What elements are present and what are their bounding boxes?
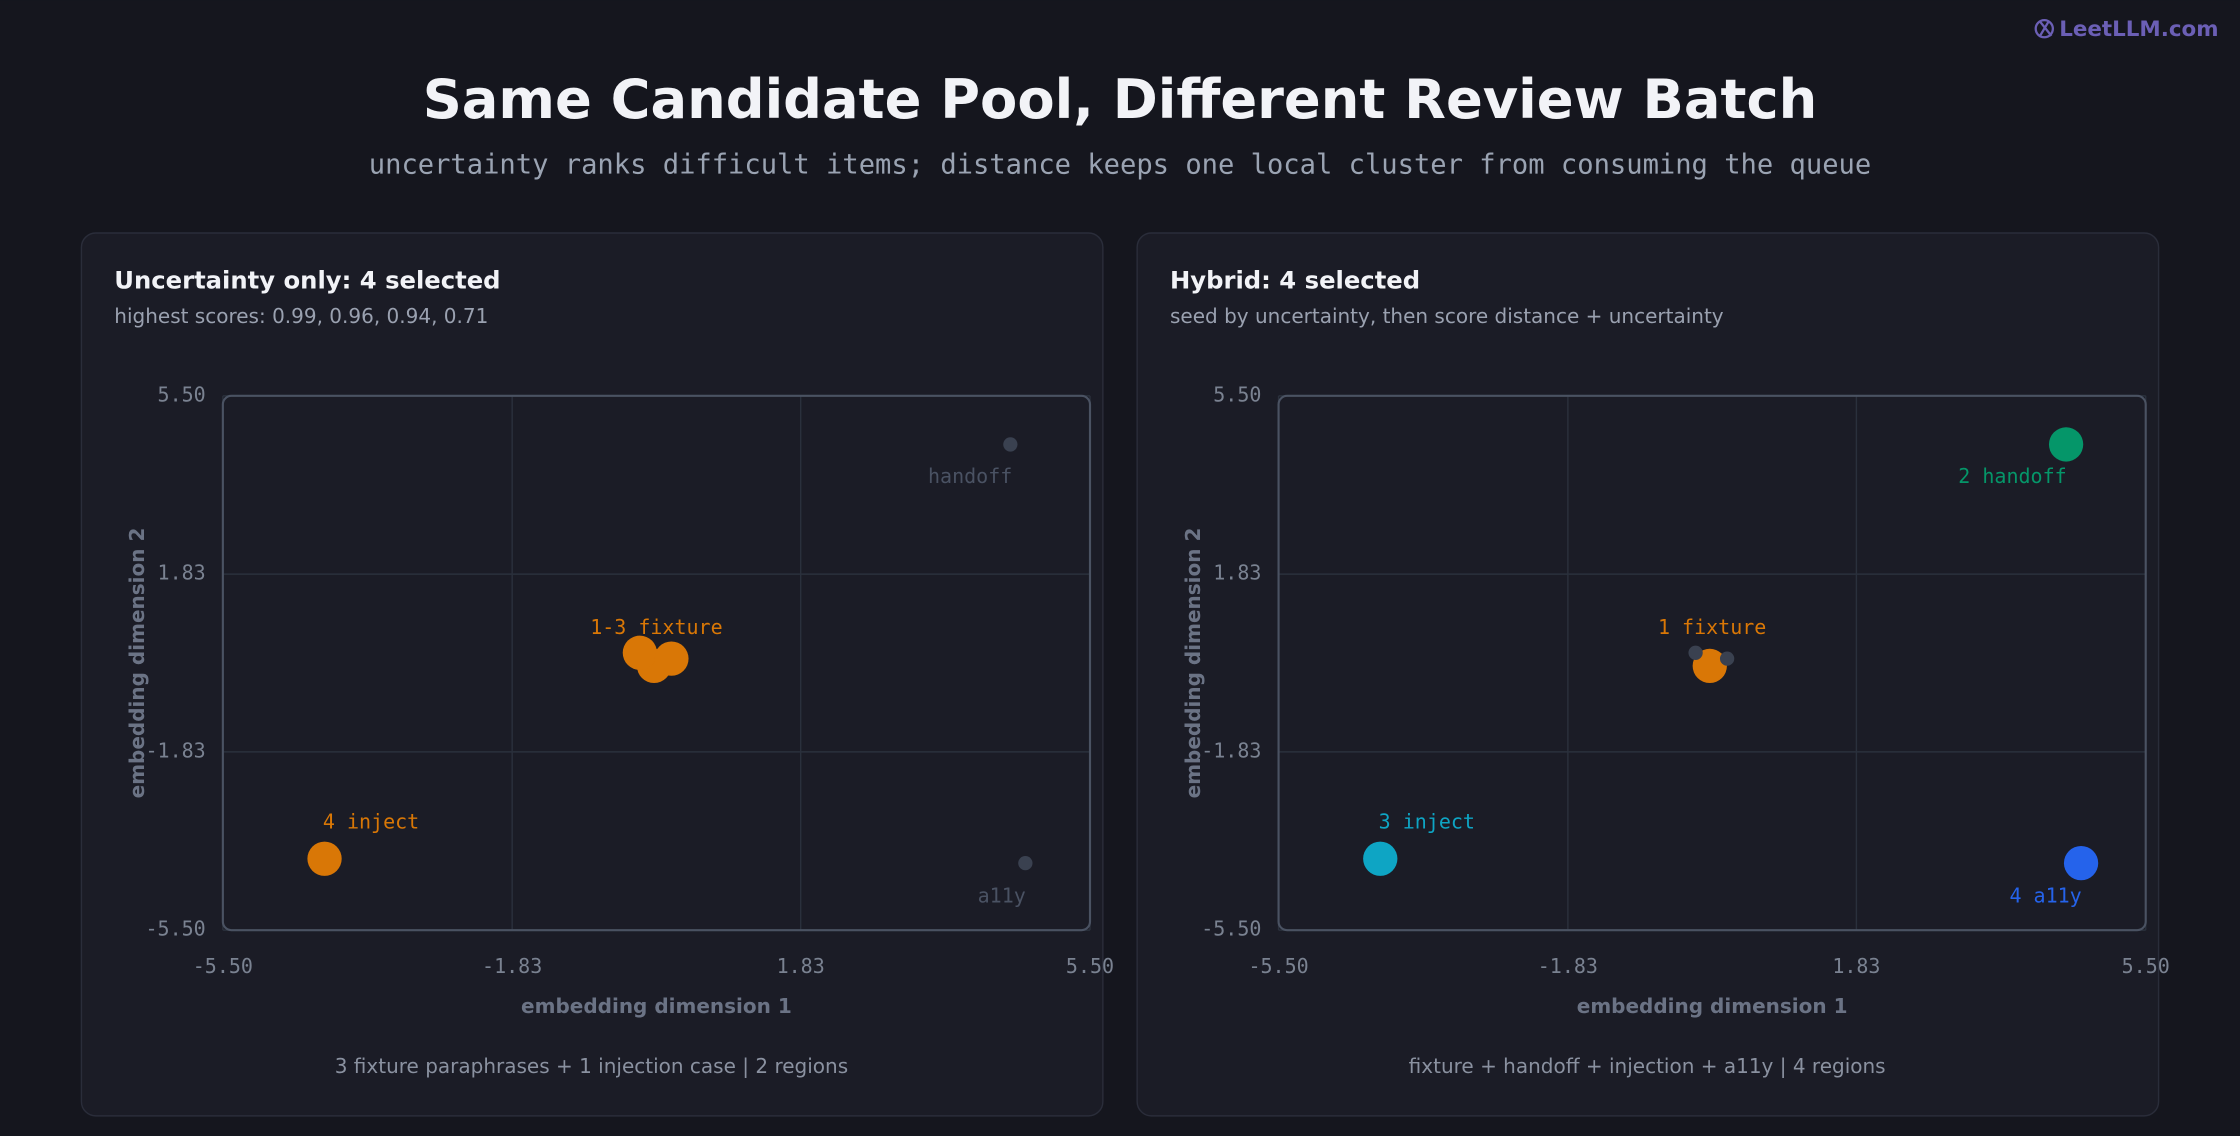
selected-point: [307, 841, 342, 876]
point-label: 2 handoff: [1958, 464, 2066, 488]
point-label: 1-3 fixture: [590, 615, 722, 639]
selected-point: [654, 641, 689, 676]
selected-point: [2048, 427, 2084, 462]
x-tick-label: 1.83: [1832, 954, 1880, 978]
x-tick-label: 1.83: [777, 954, 825, 978]
page-title: Same Candidate Pool, Different Review Ba…: [423, 68, 1818, 131]
panel-footer: fixture + handoff + injection + a11y | 4…: [1409, 1054, 1886, 1078]
panel-footer: 3 fixture paraphrases + 1 injection case…: [335, 1054, 848, 1078]
candidate-point: [1003, 437, 1018, 452]
panel: Hybrid: 4 selected seed by uncertainty, t…: [1136, 232, 2170, 1117]
x-axis-label: embedding dimension 1: [1577, 994, 1848, 1018]
x-tick-label: 5.50: [2122, 954, 2170, 978]
selected-point: [1363, 841, 1398, 876]
y-axis-label: embedding dimension 2: [1181, 528, 1205, 799]
panel: Uncertainty only: 4 selected highest scor…: [80, 232, 1114, 1117]
candidate-point: [1719, 651, 1735, 666]
y-tick-label: 1.83: [158, 561, 206, 585]
y-tick-label: -1.83: [1201, 738, 1261, 762]
selected-point: [622, 635, 658, 670]
selected-point: [2063, 845, 2099, 881]
point-label: a11y: [978, 884, 1026, 908]
panel-subtitle: seed by uncertainty, then score distance…: [1170, 304, 1724, 328]
x-tick-label: -5.50: [193, 954, 253, 978]
candidate-point: [1018, 855, 1033, 871]
y-tick-label: 1.83: [1213, 561, 1261, 585]
y-tick-label: -1.83: [145, 738, 205, 762]
page-subtitle: uncertainty ranks difficult items; dista…: [369, 149, 1871, 180]
brand[interactable]: LeetLLM.com: [2059, 17, 2218, 42]
y-tick-label: -5.50: [1201, 917, 1261, 941]
plot-frame: [221, 394, 1092, 932]
y-axis-label: embedding dimension 2: [125, 528, 149, 799]
panel-title: Uncertainty only: 4 selected: [114, 266, 500, 295]
selected-point: [1692, 648, 1727, 684]
point-label: 4 inject: [323, 809, 419, 833]
plot-frame: [1277, 394, 2147, 932]
brand-icon: [2034, 19, 2054, 39]
x-axis-label: embedding dimension 1: [521, 994, 792, 1018]
panel-subtitle: highest scores: 0.99, 0.96, 0.94, 0.71: [114, 304, 488, 328]
panel-title: Hybrid: 4 selected: [1170, 266, 1420, 295]
point-label: 1 fixture: [1658, 615, 1766, 639]
candidate-point: [1688, 645, 1703, 660]
point-label: 4 a11y: [2009, 884, 2081, 908]
point-label: 3 inject: [1379, 809, 1475, 833]
y-tick-label: -5.50: [145, 917, 205, 941]
x-tick-label: 5.50: [1066, 954, 1114, 978]
x-tick-label: -1.83: [1538, 954, 1598, 978]
x-tick-label: -5.50: [1248, 954, 1308, 978]
y-tick-label: 5.50: [158, 382, 206, 406]
y-tick-label: 5.50: [1213, 382, 1261, 406]
point-label: handoff: [928, 464, 1012, 488]
x-tick-label: -1.83: [482, 954, 542, 978]
